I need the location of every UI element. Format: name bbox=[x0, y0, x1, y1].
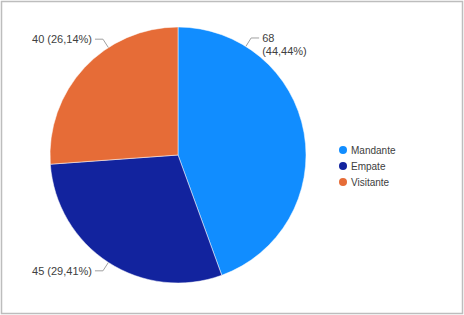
legend-swatch bbox=[339, 178, 347, 186]
data-label: 40 (26,14%) bbox=[32, 33, 92, 45]
pie-slice bbox=[50, 155, 221, 283]
data-label-line: 68 bbox=[262, 32, 274, 44]
leader-line bbox=[246, 38, 259, 46]
legend-label: Visitante bbox=[351, 177, 390, 188]
frame bbox=[2, 2, 463, 314]
legend-label: Mandante bbox=[351, 145, 396, 156]
data-label: 68(44,44%) bbox=[262, 32, 307, 57]
leader-line bbox=[95, 39, 108, 47]
legend-swatch bbox=[339, 146, 347, 154]
slices bbox=[50, 27, 306, 283]
legend-label: Empate bbox=[351, 161, 386, 172]
data-label: 45 (29,41%) bbox=[32, 265, 92, 277]
legend-swatch bbox=[339, 162, 347, 170]
chart-container: 68(44,44%) 45 (29,41%) 40 (26,14%) Mandante… bbox=[0, 0, 464, 315]
chart-svg: 68(44,44%) 45 (29,41%) 40 (26,14%) Mandante… bbox=[0, 0, 464, 315]
data-label-line: (44,44%) bbox=[262, 45, 307, 57]
leader-line bbox=[95, 262, 108, 270]
legend: Mandante Empate Visitante bbox=[339, 145, 396, 188]
pie-slice bbox=[50, 27, 178, 164]
data-labels: 68(44,44%) 45 (29,41%) 40 (26,14%) bbox=[32, 32, 307, 277]
